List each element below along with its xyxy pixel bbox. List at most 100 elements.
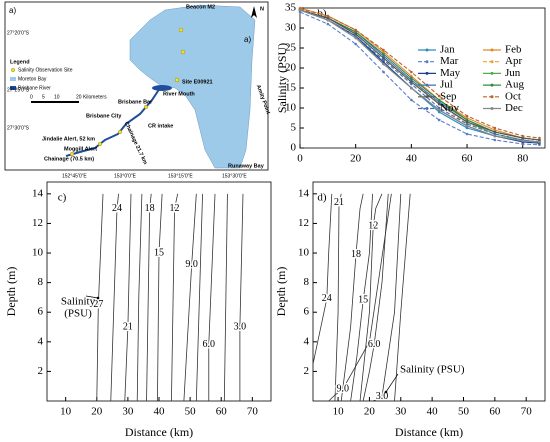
y-tick-label: 14: [298, 187, 310, 199]
point: [326, 16, 330, 20]
legend-marker: [490, 48, 494, 52]
point: [493, 132, 497, 136]
point: [521, 136, 525, 140]
series-line: [299, 9, 540, 143]
legend-label: Dec: [505, 102, 523, 114]
brisbane-river: [65, 87, 161, 157]
contour-line: [96, 193, 104, 402]
legend-marker: [490, 107, 494, 110]
series-line: [299, 9, 540, 143]
point: [326, 18, 330, 22]
lon-label: 153°15'0"E: [168, 173, 193, 179]
y-tick-label: 8: [304, 276, 310, 288]
place: Moggill Alert: [64, 146, 97, 152]
y-tick-label: 10: [32, 247, 44, 259]
contour-label: 9.0: [185, 259, 198, 270]
point: [538, 140, 541, 144]
point: [538, 136, 541, 140]
point: [538, 138, 541, 142]
legend-label: Aug: [505, 79, 524, 91]
series-line: [299, 9, 540, 143]
place: Beacon M2: [186, 4, 215, 10]
y-tick-label: 2: [38, 365, 44, 377]
site: [69, 151, 74, 156]
x-tick-label: 80: [517, 153, 529, 165]
panel-label: c): [58, 192, 67, 204]
point: [354, 32, 357, 36]
x-tick-label: 40: [154, 406, 166, 418]
contour-line: [195, 193, 203, 402]
x-tick-label: 40: [427, 406, 439, 418]
river-mouth: [152, 85, 172, 91]
x-tick-label: 10: [60, 406, 72, 418]
y-axis-label: Depth (m): [274, 267, 288, 317]
point: [493, 130, 497, 134]
annotation: (PSU): [64, 308, 92, 320]
point: [410, 98, 413, 102]
contour-label: 3.0: [234, 321, 247, 332]
y-tick-label: 30: [285, 22, 297, 34]
point: [465, 122, 469, 126]
contour-line: [239, 193, 244, 401]
point: [382, 54, 385, 58]
point: [437, 98, 441, 102]
north-arrow: [251, 6, 257, 18]
point: [410, 80, 413, 84]
contour-label: 21: [123, 321, 133, 332]
legend-label: Sep: [440, 90, 457, 102]
lon-label: 153°30'0"E: [222, 173, 247, 179]
x-tick-label: 50: [185, 406, 197, 418]
contour-line: [157, 193, 163, 402]
legend-swatch: [10, 77, 16, 81]
lat-label: 27°25'0"S: [7, 87, 30, 93]
place: Brisbane Bar: [118, 99, 153, 105]
point: [521, 139, 525, 143]
point: [465, 132, 469, 136]
point: [410, 78, 413, 82]
y-tick-label: 0: [291, 142, 297, 154]
series-line: [299, 8, 540, 139]
series-line: [299, 9, 540, 143]
contour-line: [340, 193, 364, 402]
series-line: [299, 9, 540, 144]
series-line: [299, 9, 540, 141]
legend-swatch: [10, 67, 15, 72]
x-tick-label: 30: [122, 406, 134, 418]
contour-label: 15: [154, 247, 164, 258]
point: [493, 128, 497, 132]
contour-label: 15: [358, 295, 368, 306]
point: [326, 22, 330, 26]
y-tick-label: 20: [285, 62, 297, 74]
legend-marker: [490, 60, 494, 64]
legend-marker: [490, 83, 494, 87]
plot-frame: [312, 181, 546, 402]
place: River Mouth: [163, 91, 195, 97]
y-tick-label: 10: [285, 102, 297, 114]
legend-item: Moreton Bay: [18, 76, 47, 82]
site: [117, 129, 122, 134]
point: [410, 70, 413, 74]
legend-label: Jan: [440, 44, 455, 56]
legend-marker: [490, 71, 494, 75]
point: [298, 8, 302, 12]
legend-marker: [425, 48, 429, 52]
legend-label: Nov: [440, 102, 459, 114]
legend-swatch: [10, 86, 16, 90]
legend-label: Mar: [440, 55, 459, 67]
x-tick-label: 20: [350, 153, 362, 165]
y-tick-label: 35: [285, 2, 297, 14]
contour-line: [334, 193, 342, 402]
point: [382, 48, 385, 52]
point: [465, 114, 469, 118]
annotation: Salinity: [61, 296, 96, 308]
legend-marker: [490, 95, 494, 99]
series-line: [299, 9, 540, 141]
annotation-arrow: [385, 373, 399, 393]
contour-line: [362, 193, 389, 402]
place: Runaway Bay: [228, 163, 265, 169]
point: [493, 134, 497, 138]
y-tick-label: 10: [298, 247, 310, 259]
y-tick-label: 14: [32, 187, 44, 199]
point: [521, 142, 525, 146]
point: [354, 42, 357, 46]
